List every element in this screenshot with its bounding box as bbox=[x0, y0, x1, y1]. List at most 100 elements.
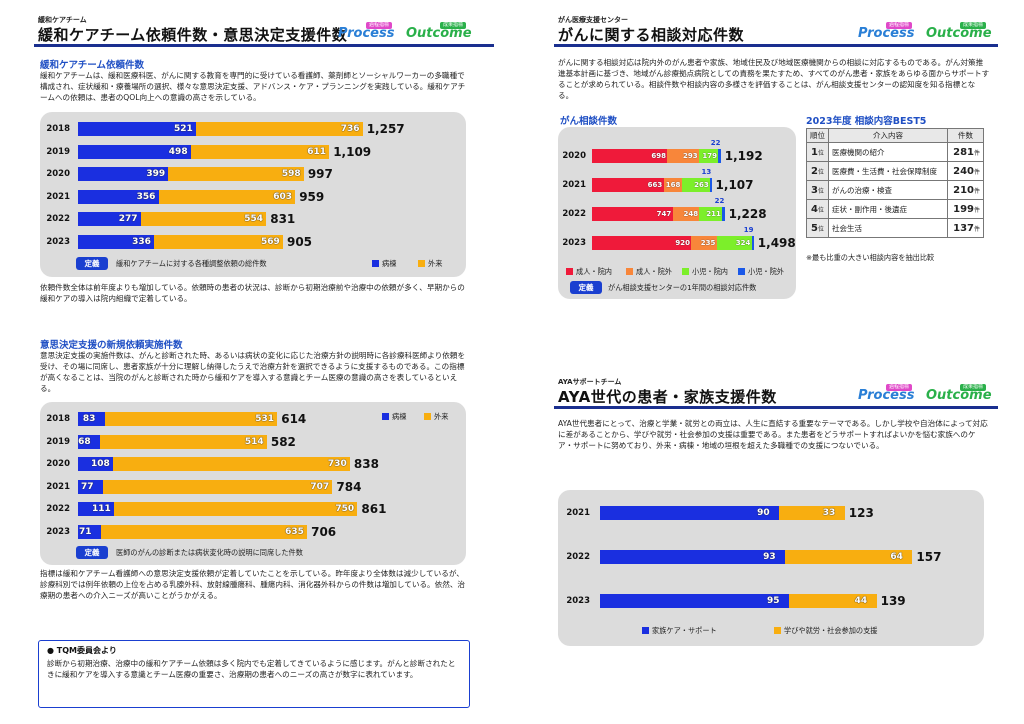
bar-segment bbox=[592, 207, 673, 221]
count-suffix: 件 bbox=[973, 206, 980, 214]
bar-segment bbox=[78, 502, 115, 517]
segment-value-label: 64 bbox=[890, 552, 903, 562]
bar-segment bbox=[592, 236, 692, 250]
left-title-rule bbox=[34, 44, 494, 47]
segment-value-label: 336 bbox=[132, 237, 151, 247]
segment-value-label: 19 bbox=[743, 226, 754, 234]
definition-chip: 定義 bbox=[76, 257, 108, 270]
segment-value-label: 83 bbox=[82, 414, 96, 424]
bar-segment bbox=[672, 207, 700, 221]
bar-segment bbox=[78, 189, 159, 204]
segment-value-label: 554 bbox=[244, 214, 264, 225]
aya-page-title: AYA世代の患者・家族支援件数 bbox=[558, 388, 777, 406]
segment-value-label: 168 bbox=[665, 181, 681, 189]
count-value: 210 bbox=[953, 184, 974, 196]
year-label: 2023 bbox=[562, 238, 586, 248]
right-page-title: がんに関する相談対応件数 bbox=[558, 26, 745, 44]
total-label: 861 bbox=[361, 502, 387, 517]
total-label: 123 bbox=[848, 506, 874, 520]
total-label: 1,257 bbox=[366, 122, 405, 136]
year-label: 2020 bbox=[46, 459, 70, 470]
segment-value-label: 569 bbox=[260, 237, 280, 247]
year-label: 2022 bbox=[566, 552, 590, 562]
bar-segment bbox=[113, 457, 350, 472]
bar-segment bbox=[78, 479, 103, 494]
table-row: 2位 医療費・生活費・社会保障制度 240件 bbox=[806, 161, 984, 181]
legend-adult-in: 成人・院内 bbox=[566, 267, 612, 277]
segment-value-label: 179 bbox=[702, 152, 717, 160]
tqm-heading: ● TQM委員会より bbox=[47, 646, 117, 655]
rank-header: 順位 bbox=[806, 128, 829, 143]
bar-segment bbox=[190, 144, 330, 159]
total-label: 1,228 bbox=[728, 207, 767, 221]
best5-note: ※最も比重の大きい相談内容を抽出比較 bbox=[806, 253, 935, 262]
content-header: 介入内容 bbox=[828, 128, 948, 143]
year-label: 2020 bbox=[46, 169, 70, 180]
left-category-label: 緩和ケアチーム bbox=[38, 16, 87, 24]
segment-value-label: 747 bbox=[656, 210, 672, 218]
bar-segment bbox=[154, 235, 283, 249]
outcome-word: Outcome bbox=[926, 26, 992, 41]
aya-process-badge: 過程指標 Process bbox=[858, 384, 914, 402]
right-outcome-badge: 成果指標 Outcome bbox=[926, 22, 992, 40]
process-tag: 過程指標 bbox=[365, 22, 392, 29]
outcome-tag: 成果指標 bbox=[959, 22, 986, 29]
year-label: 2021 bbox=[562, 180, 586, 190]
segment-value-label: 635 bbox=[285, 527, 304, 537]
outcome-tag: 成果指標 bbox=[959, 384, 986, 391]
segment-value-label: 22 bbox=[714, 197, 725, 205]
segment-value-label: 277 bbox=[118, 214, 138, 225]
year-label: 2018 bbox=[46, 414, 70, 424]
total-label: 582 bbox=[270, 434, 296, 449]
year-label: 2019 bbox=[46, 146, 70, 157]
segment-value-label: 77 bbox=[80, 481, 94, 492]
total-label: 157 bbox=[916, 550, 942, 564]
bar-segment bbox=[667, 149, 700, 163]
segment-value-label: 698 bbox=[651, 152, 666, 160]
care-requests-chart: 2018 521 736 1,257 2019 498 611 1,109 2020 399 598… bbox=[40, 112, 466, 277]
care-requests-chart-panel: 2018 521 736 1,257 2019 498 611 1,109 2020 399 598… bbox=[40, 112, 466, 277]
segment-value-label: 603 bbox=[273, 191, 292, 202]
outcome-tag: 成果指標 bbox=[439, 22, 466, 29]
rank-suffix: 位 bbox=[817, 206, 824, 214]
segment-value-label: 95 bbox=[767, 596, 780, 606]
bar-segment bbox=[78, 235, 155, 249]
total-label: 139 bbox=[880, 594, 906, 608]
rank-number: 1 bbox=[811, 146, 818, 158]
total-label: 1,109 bbox=[333, 144, 372, 159]
year-label: 2023 bbox=[46, 527, 70, 537]
bar-segment bbox=[710, 178, 712, 192]
bar-segment bbox=[168, 167, 304, 182]
bar-segment bbox=[716, 236, 752, 250]
segment-value-label: 68 bbox=[78, 436, 91, 447]
bar-segment bbox=[699, 149, 719, 163]
aya-legend-learning: 学びや就労・社会参加の支援 bbox=[774, 626, 877, 636]
segment-value-label: 399 bbox=[146, 169, 166, 180]
consultation-chart: 2020 698 293 179 22 1,192 2021 663 168 263 13 1,107… bbox=[558, 127, 796, 299]
total-label: 1,107 bbox=[715, 178, 754, 192]
tqm-comment-box: ● TQM委員会より 診断から初期治療、治療中の緩和ケアチーム依頼は多く院内でも… bbox=[38, 640, 470, 708]
process-word: Process bbox=[858, 388, 915, 403]
bar-segment bbox=[600, 506, 780, 520]
right-title-rule bbox=[554, 44, 998, 47]
decision-support-heading: 意思決定支援の新規依頼実施件数 bbox=[40, 340, 183, 351]
segment-value-label: 598 bbox=[281, 169, 301, 180]
tqm-text: 診断から初期治療、治療中の緩和ケアチーム依頼は多く院内でも定着してきているように… bbox=[47, 659, 456, 679]
year-label: 2021 bbox=[566, 508, 590, 518]
outcome-word: Outcome bbox=[926, 388, 992, 403]
total-label: 784 bbox=[336, 479, 362, 494]
segment-value-label: 730 bbox=[327, 459, 347, 470]
definition-chip: 定義 bbox=[76, 546, 108, 559]
total-label: 1,498 bbox=[757, 236, 796, 250]
bar-segment bbox=[751, 236, 754, 250]
rank-number: 3 bbox=[811, 184, 818, 196]
segment-value-label: 248 bbox=[683, 210, 699, 218]
bar-segment bbox=[600, 594, 790, 608]
outcome-word: Outcome bbox=[406, 26, 472, 41]
rank-suffix: 位 bbox=[817, 225, 824, 233]
total-label: 1,192 bbox=[724, 149, 763, 163]
segment-value-label: 514 bbox=[244, 436, 264, 447]
segment-value-label: 108 bbox=[91, 459, 110, 470]
care-requests-heading: 緩和ケアチーム依頼件数 bbox=[40, 60, 145, 71]
segment-value-label: 71 bbox=[79, 527, 92, 537]
